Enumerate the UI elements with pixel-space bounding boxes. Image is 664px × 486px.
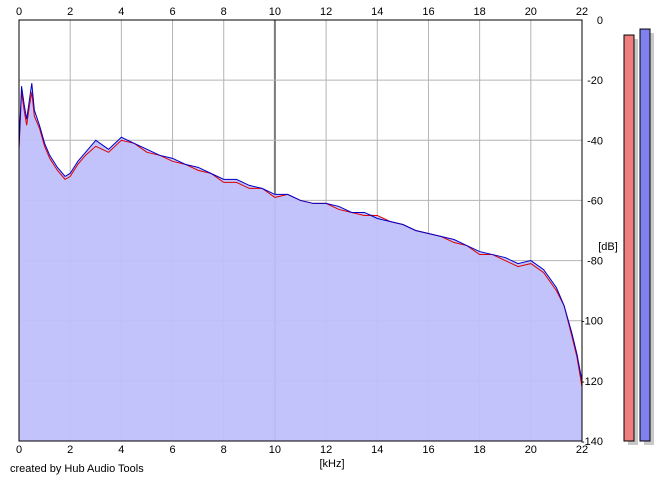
credit-text: created by Hub Audio Tools bbox=[10, 463, 144, 475]
y-tick-label: -60 bbox=[587, 195, 603, 207]
x-tick-label-bottom: 6 bbox=[169, 444, 175, 456]
x-tick-label-top: 20 bbox=[525, 6, 537, 18]
level-meter-bar bbox=[623, 34, 635, 442]
series-lines bbox=[18, 83, 583, 387]
x-tick-label-bottom: 18 bbox=[474, 444, 486, 456]
x-tick-label-top: 18 bbox=[474, 6, 486, 18]
plot-border bbox=[18, 19, 583, 442]
x-tick-label-bottom: 0 bbox=[16, 444, 22, 456]
y-tick-label: 0 bbox=[597, 15, 603, 27]
x-tick-label-top: 0 bbox=[16, 6, 22, 18]
y-axis-label: [dB] bbox=[598, 241, 618, 253]
x-axis-label: [kHz] bbox=[319, 458, 344, 470]
x-tick-label-top: 6 bbox=[169, 6, 175, 18]
series-line bbox=[18, 83, 583, 381]
level-meter-bar bbox=[639, 28, 651, 442]
x-tick-label-bottom: 2 bbox=[67, 444, 73, 456]
x-tick-label-top: 16 bbox=[422, 6, 434, 18]
x-tick-label-top: 12 bbox=[320, 6, 332, 18]
tick-labels: 002244668810101212141416161818202022220-… bbox=[16, 6, 603, 456]
y-tick-label: -40 bbox=[587, 135, 603, 147]
x-tick-label-top: 2 bbox=[67, 6, 73, 18]
y-tick-label: -20 bbox=[587, 75, 603, 87]
y-tick-label: -80 bbox=[587, 256, 603, 268]
spectrum-fill-area bbox=[19, 83, 582, 442]
y-tick-label: -100 bbox=[581, 316, 603, 328]
spectrum-area bbox=[19, 83, 582, 442]
y-tick-label: -120 bbox=[581, 376, 603, 388]
x-tick-label-bottom: 4 bbox=[118, 444, 124, 456]
x-tick-label-top: 8 bbox=[221, 6, 227, 18]
y-tick-label: -140 bbox=[581, 436, 603, 448]
x-tick-label-bottom: 14 bbox=[371, 444, 383, 456]
plot-frame bbox=[18, 19, 583, 442]
x-tick-label-bottom: 16 bbox=[422, 444, 434, 456]
x-tick-label-bottom: 8 bbox=[221, 444, 227, 456]
level-meters bbox=[623, 28, 654, 446]
x-tick-label-bottom: 10 bbox=[269, 444, 281, 456]
x-tick-label-bottom: 12 bbox=[320, 444, 332, 456]
x-tick-label-bottom: 20 bbox=[525, 444, 537, 456]
x-tick-label-top: 4 bbox=[118, 6, 124, 18]
x-tick-label-top: 22 bbox=[576, 6, 588, 18]
x-tick-label-top: 14 bbox=[371, 6, 383, 18]
x-tick-label-top: 10 bbox=[269, 6, 281, 18]
x-tick-label-bottom: 22 bbox=[576, 444, 588, 456]
